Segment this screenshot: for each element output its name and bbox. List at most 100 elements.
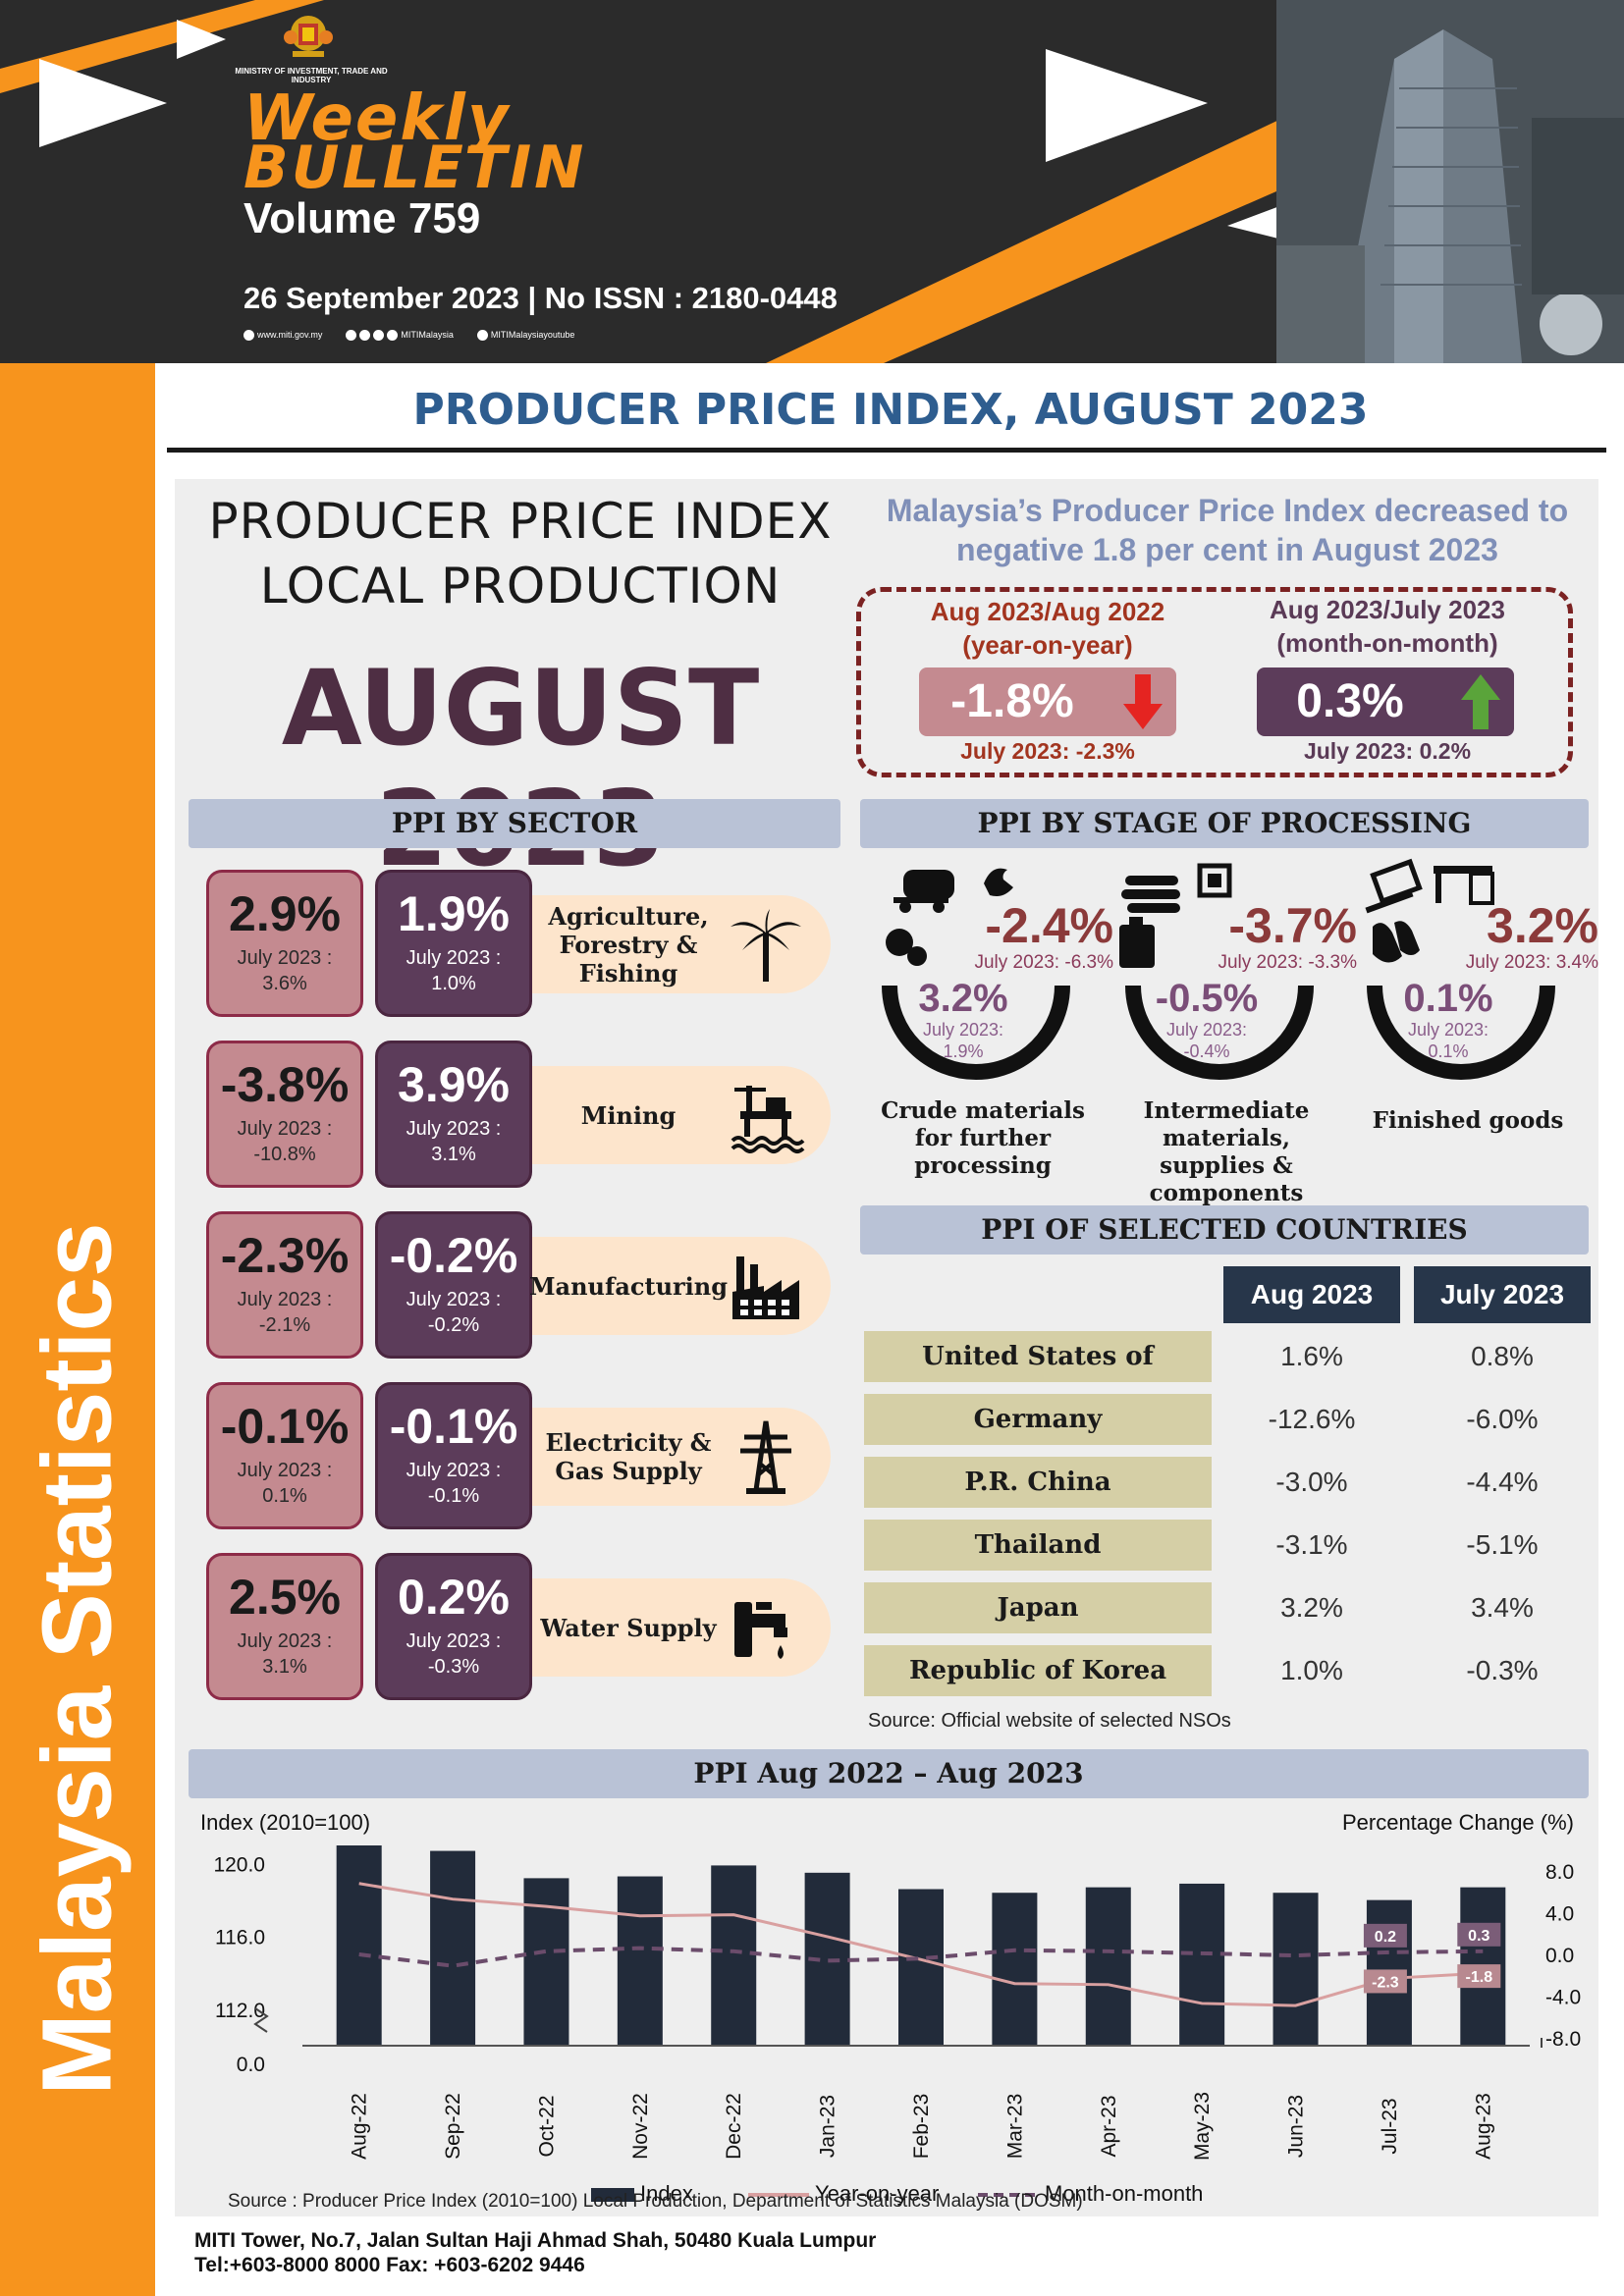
country-name: Thailand (864, 1520, 1212, 1571)
sector-yoy-card: -3.8% July 2023 : -10.8% (206, 1041, 363, 1188)
column-header-jul: July 2023 (1414, 1266, 1591, 1323)
right-tick-label: 8.0 (1545, 1861, 1574, 1884)
sector-mom-card: 3.9% July 2023 : 3.1% (375, 1041, 532, 1188)
sector-yoy-card: -2.3% July 2023 : -2.1% (206, 1211, 363, 1359)
category-label: Feb-23 (910, 2094, 933, 2160)
country-name: United States of Amerika (864, 1331, 1212, 1422)
index-bar (1179, 1883, 1225, 2046)
data-label-box (1363, 1923, 1407, 1948)
category-label: Apr-23 (1098, 2095, 1120, 2157)
ppi-trend-chart: Index (2010=100) Percentage Change (%) 120… (200, 1810, 1581, 2206)
stage-mom-previous: July 2023: -0.4% (1165, 1020, 1248, 1061)
left-tick-label: 112.0 (215, 2000, 265, 2022)
sector-name: Mining (580, 1100, 677, 1130)
volume-number: Volume 759 (244, 194, 481, 242)
country-aug-value: -3.1% (1275, 1529, 1348, 1560)
category-label: Nov-22 (629, 2093, 652, 2160)
stage-yoy-value: -2.4% (985, 898, 1113, 953)
mom-value-pill: 0.3% (1257, 667, 1514, 736)
youtube-icon (476, 330, 488, 342)
index-bar (898, 1889, 944, 2046)
index-bar (430, 1850, 476, 2046)
sector-name: Electricity & Gas Supply (545, 1428, 712, 1485)
down-arrow-icon (1123, 674, 1163, 729)
website-link[interactable]: www.miti.gov.my (244, 330, 322, 342)
stage-name: Intermediate materials, supplies & compo… (1143, 1097, 1310, 1206)
sector-mom-card: 1.9% July 2023 : 1.0% (375, 870, 532, 1017)
right-tick-label: -8.0 (1545, 2028, 1581, 2051)
index-bar (523, 1878, 569, 2046)
country-jul-value: -4.4% (1466, 1467, 1539, 1497)
instagram-icon (359, 330, 371, 342)
palm-tree-icon (731, 909, 801, 982)
crude-materials-icon (886, 868, 1013, 966)
index-bar (711, 1865, 757, 2046)
chart-source: Source : Producer Price Index (2010=100)… (228, 2191, 1083, 2212)
column-header-aug: Aug 2023 (1223, 1266, 1400, 1323)
countries-section-title: PPI OF SELECTED COUNTRIES (860, 1205, 1589, 1255)
axis-break-icon (253, 2007, 269, 2033)
left-axis-label: Index (2010=100) (200, 1810, 370, 1835)
stage-yoy-previous: July 2023: -6.3% (974, 952, 1113, 973)
category-label: Jun-23 (1285, 2095, 1308, 2158)
data-label: 0.2 (1375, 1929, 1396, 1946)
category-label: Dec-22 (723, 2093, 745, 2160)
category-label: Aug-23 (1472, 2093, 1494, 2160)
right-axis-label: Percentage Change (%) (1342, 1810, 1574, 1835)
yoy-line (358, 1882, 1484, 2007)
sector-row: 2.9% July 2023 : 3.6% 1.9% July 2023 : 1… (206, 870, 835, 1017)
country-aug-value: 1.0% (1280, 1655, 1343, 1685)
bulletin-header: MINISTRY OF INVESTMENT, TRADE AND INDUST… (0, 0, 1624, 363)
country-aug-value: -3.0% (1275, 1467, 1348, 1497)
sector-mom-card: -0.2% July 2023 : -0.2% (375, 1211, 532, 1359)
oil-rig-icon (731, 1086, 805, 1153)
summary-month: AUGUST 2023 (281, 648, 760, 889)
right-tick-label: 0.0 (1545, 1945, 1574, 1967)
country-name: Republic of Korea (864, 1645, 1212, 1696)
stage-name: Finished goods (1372, 1107, 1564, 1134)
category-label: Aug-22 (349, 2093, 371, 2160)
youtube-link[interactable]: MITIMalaysiayoutube (476, 330, 574, 342)
stage-section-title: PPI BY STAGE OF PROCESSING (860, 799, 1589, 848)
data-label-box (1363, 1969, 1407, 1994)
country-jul-value: 3.4% (1471, 1592, 1534, 1623)
mom-label: Aug 2023/July 2023 (month-on-month) (1270, 595, 1505, 658)
stage-block: -2.4% July 2023: -6.3% 3.2% July 2023: 1… (870, 854, 1113, 1188)
ministry-name: MINISTRY OF INVESTMENT, TRADE AND INDUST… (235, 67, 388, 84)
bulletin-title-bulletin: BULLETIN (244, 133, 587, 202)
country-aug-value: 3.2% (1280, 1592, 1343, 1623)
index-bar (992, 1893, 1038, 2046)
summary-line2: LOCAL PRODUCTION (259, 558, 782, 614)
category-label: Jan-23 (817, 2095, 839, 2158)
stage-yoy-value: 3.2% (1487, 898, 1598, 953)
data-label-box (1457, 1922, 1501, 1947)
legend-swatch-index (591, 2188, 634, 2202)
social-handle-link[interactable]: MITIMalaysia (346, 330, 454, 342)
stage-gauge (1125, 985, 1314, 1080)
right-tick-label: -4.0 (1545, 1987, 1581, 2009)
ministry-logo: MINISTRY OF INVESTMENT, TRADE AND INDUST… (228, 12, 395, 84)
mom-previous: July 2023: 0.2% (1303, 738, 1472, 764)
footer-address: MITI Tower, No.7, Jalan Sultan Haji Ahma… (194, 2229, 877, 2276)
page-title: PRODUCER PRICE INDEX, AUGUST 2023 (412, 385, 1369, 435)
yoy-label: Aug 2023/Aug 2022 (year-on-year) (930, 597, 1165, 660)
yoy-value-pill: -1.8% (919, 667, 1176, 736)
chart-title: PPI Aug 2022 – Aug 2023 (189, 1749, 1589, 1798)
country-jul-value: -5.1% (1466, 1529, 1539, 1560)
side-banner: Malaysia Statistics (0, 363, 155, 2296)
stage-mom-value: 3.2% (918, 977, 1008, 1020)
twitter-icon (373, 330, 385, 342)
left-tick-label: 0.0 (237, 2054, 265, 2076)
sector-row: -2.3% July 2023 : -2.1% -0.2% July 2023 … (206, 1211, 835, 1359)
facebook-icon (346, 330, 357, 342)
mom-value: 0.3% (1296, 675, 1404, 727)
index-bar (1085, 1887, 1131, 2046)
country-jul-value: -0.3% (1466, 1655, 1539, 1685)
sector-name: Agriculture, Forestry & Fishing (548, 901, 709, 988)
globe-icon (244, 330, 254, 342)
tower-photo (1276, 0, 1624, 363)
stage-name: Crude materials for further processing (881, 1097, 1085, 1179)
stage-yoy-value: -3.7% (1228, 898, 1357, 953)
left-tick-label: 116.0 (215, 1927, 265, 1949)
yoy-previous: July 2023: -2.3% (960, 738, 1135, 764)
